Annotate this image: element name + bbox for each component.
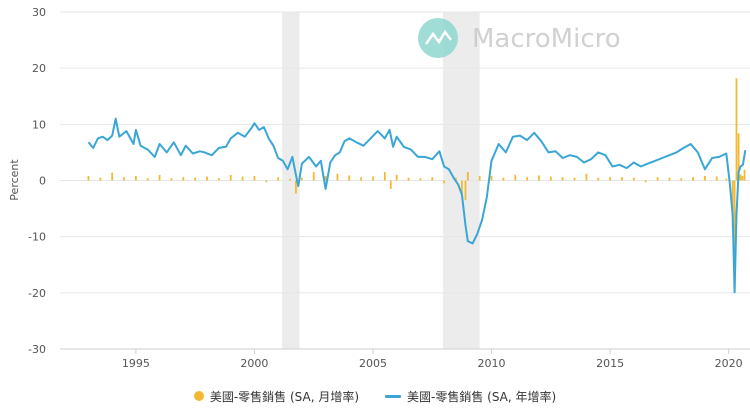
mom-bar [737, 133, 740, 181]
watermark-logo-icon [418, 18, 458, 58]
mom-bar [206, 176, 208, 181]
x-tick-label: 2005 [359, 357, 387, 370]
mom-bar [87, 176, 90, 181]
mom-bar [395, 174, 398, 181]
mom-bar [295, 180, 297, 194]
y-axis-ticks: -30 -20 -10 0 10 20 30 [28, 6, 46, 356]
mom-bars [87, 78, 746, 264]
mom-bar [431, 177, 434, 181]
legend-item-mom[interactable]: 美國-零售銷售 (SA, 月增率) [193, 388, 359, 405]
chart: MacroMicro -30 -20 -10 0 10 20 30 1995 2000 2005… [8, 6, 750, 370]
mom-bar [253, 176, 256, 181]
mom-bar [725, 178, 728, 181]
mom-bar [680, 178, 683, 181]
mom-bar [389, 180, 392, 189]
mom-bar [123, 177, 125, 181]
legend-label-yoy: 美國-零售銷售 (SA, 年增率) [407, 389, 557, 404]
y-axis-label: Percent [8, 159, 21, 201]
mom-bar [526, 177, 529, 181]
x-tick-label: 2020 [715, 357, 743, 370]
mom-bar [324, 176, 327, 181]
mom-bar [490, 176, 493, 181]
y-tick-label: 20 [32, 62, 46, 75]
legend-dot-icon [193, 391, 204, 401]
mom-bar [644, 180, 647, 183]
y-tick-label: 30 [32, 6, 46, 19]
x-tick-label: 1995 [122, 357, 150, 370]
mom-bar [715, 176, 718, 181]
mom-bar [217, 178, 220, 181]
mom-bar [632, 177, 635, 181]
mom-bar [561, 177, 564, 181]
mom-bar [609, 177, 612, 181]
mom-bar [704, 176, 706, 181]
legend-label-mom: 美國-零售銷售 (SA, 月增率) [209, 389, 359, 404]
mom-bar [407, 177, 410, 181]
mom-bar [111, 172, 114, 181]
x-axis-ticks: 1995 2000 2005 2010 2015 2020 [60, 348, 750, 370]
mom-bar [300, 177, 303, 181]
mom-bar [277, 177, 280, 181]
mom-bar [360, 177, 363, 181]
mom-bar [383, 172, 386, 181]
mom-bar [743, 169, 746, 181]
y-tick-label: -10 [28, 231, 46, 244]
watermark-text: MacroMicro [472, 24, 621, 54]
mom-bar [597, 177, 600, 181]
mom-bar [549, 176, 552, 181]
mom-bar [478, 176, 481, 181]
yoy-line [87, 117, 747, 294]
mom-bar [336, 173, 339, 181]
watermark-logo-mark [424, 29, 452, 45]
mom-bar [170, 178, 173, 181]
mom-bar [461, 180, 463, 197]
y-tick-label: 0 [39, 175, 46, 188]
x-tick-label: 2015 [596, 357, 624, 370]
legend: 美國-零售銷售 (SA, 月增率) 美國-零售銷售 (SA, 年增率) [0, 384, 750, 408]
y-tick-label: -30 [28, 343, 46, 356]
y-tick-label: -20 [28, 287, 46, 300]
mom-bar [502, 177, 505, 181]
mom-bar [735, 78, 738, 181]
mom-bar [573, 177, 576, 181]
mom-bar [289, 178, 291, 181]
mom-bar [158, 174, 161, 181]
mom-bar [372, 176, 374, 181]
mom-bar [134, 176, 137, 181]
x-tick-label: 2010 [478, 357, 506, 370]
y-tick-label: 10 [32, 118, 46, 131]
mom-bar [733, 180, 736, 264]
watermark: MacroMicro [418, 18, 621, 58]
mom-bar [514, 174, 517, 181]
mom-bar [692, 177, 694, 181]
mom-bar [464, 180, 467, 201]
legend-line-icon [385, 394, 401, 398]
mom-bar [182, 177, 185, 181]
mom-bar [194, 177, 197, 181]
mom-bar [99, 177, 102, 181]
mom-bar [241, 176, 244, 181]
mom-bar [146, 178, 149, 181]
mom-bar [538, 175, 540, 181]
mom-bar [443, 180, 446, 184]
mom-bar [731, 180, 734, 227]
legend-item-yoy[interactable]: 美國-零售銷售 (SA, 年增率) [385, 388, 556, 405]
mom-bar [312, 172, 315, 181]
mom-bar [621, 177, 623, 181]
mom-bar [668, 177, 671, 181]
mom-bar [229, 174, 232, 181]
mom-bar [466, 172, 469, 181]
mom-bar [585, 173, 588, 181]
mom-bar [741, 176, 744, 181]
mom-bar [656, 177, 659, 181]
mom-bar [348, 175, 351, 181]
mom-bar [739, 174, 742, 181]
mom-bar [265, 180, 268, 183]
mom-bar [455, 177, 457, 181]
mom-bar [419, 178, 422, 181]
x-tick-label: 2000 [240, 357, 268, 370]
